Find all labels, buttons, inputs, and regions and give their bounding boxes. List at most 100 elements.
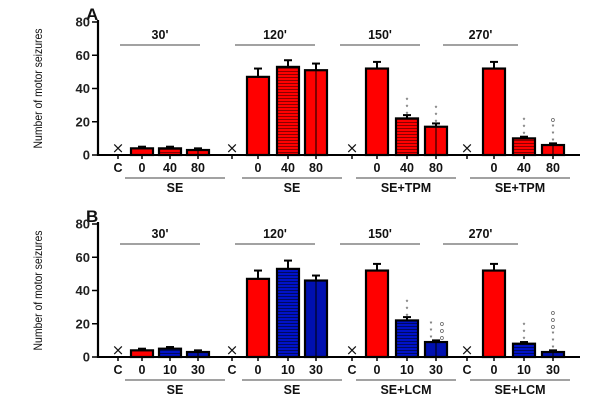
x-tick-label: 40 [281,161,295,175]
x-tick-label: 0 [374,161,381,175]
panel-b: B Number of motor seizures 0 20 40 60 80 30' × C 0… [31,207,580,397]
significance-star: * [435,113,438,120]
x-tick-label: C [347,363,356,377]
significance-star: * [406,299,409,306]
significance-star: * [430,321,433,328]
significance-circle: o [440,328,444,335]
significance-star: * [523,131,526,138]
significance-star: * [523,330,526,337]
y-tick-label: 60 [76,250,90,265]
x-tick-label: 40 [517,161,531,175]
time-label: 270' [469,28,493,42]
significance-star: * [552,331,555,338]
x-tick-label: C [113,363,122,377]
significance-star: * [435,120,438,127]
x-tick-label: 10 [400,363,414,377]
treatment-label: SE+LCM [380,383,431,397]
y-tick-label: 80 [76,15,90,30]
bar [481,67,507,157]
significance-circle: o [551,117,555,124]
bar [275,65,301,157]
x-tick-label: 0 [139,363,146,377]
x-tick-label: 30 [546,363,560,377]
significance-star: * [406,104,409,111]
time-label: 150' [368,28,392,42]
bar [394,319,420,359]
time-label: 30' [152,227,169,241]
control-x-marker: × [112,139,125,157]
significance-star: * [523,124,526,131]
treatment-label: SE+TPM [495,181,545,195]
x-tick-label: 30 [191,363,205,377]
x-tick-label: 80 [546,161,560,175]
bar [481,269,507,359]
significance-circle: o [551,317,555,324]
significance-star: * [552,338,555,345]
significance-star: * [430,335,433,342]
x-tick-label: 0 [255,161,262,175]
x-tick-label: 0 [491,363,498,377]
control-x-marker: × [226,139,239,157]
time-label: 30' [152,28,169,42]
bar [364,269,390,359]
x-tick-label: 40 [163,161,177,175]
y-axis-label: Number of motor seizures [31,29,45,149]
control-x-marker: × [461,139,474,157]
bar [511,137,537,157]
significance-circle: o [440,335,444,342]
control-x-marker: × [346,341,359,359]
time-label: 120' [263,28,287,42]
time-label: 150' [368,227,392,241]
bar [129,349,155,359]
x-tick-label: 80 [429,161,443,175]
bar [275,267,301,359]
y-tick-label: 20 [76,114,90,129]
significance-star: * [552,138,555,145]
x-tick-label: 30 [309,363,323,377]
x-tick-label: 30 [429,363,443,377]
bar [511,342,537,359]
bar [129,147,155,157]
x-tick-label: 0 [139,161,146,175]
bar [245,277,271,359]
time-label: 120' [263,227,287,241]
y-tick-label: 60 [76,48,90,63]
significance-star: * [406,306,409,313]
bar [364,67,390,157]
significance-star: * [552,131,555,138]
control-x-marker: × [461,341,474,359]
control-x-marker: × [226,341,239,359]
time-label: 270' [469,227,493,241]
y-tick-label: 80 [76,217,90,232]
y-tick-label: 40 [76,81,90,96]
significance-star: * [406,313,409,320]
significance-circle: o [551,310,555,317]
y-tick-label: 40 [76,283,90,298]
x-tick-label: 0 [491,161,498,175]
bar [157,347,183,359]
significance-star: * [523,117,526,124]
x-tick-label: C [462,363,471,377]
x-tick-label: 10 [281,363,295,377]
x-tick-label: 0 [255,363,262,377]
treatment-label: SE+TPM [381,181,431,195]
y-tick-label: 0 [83,350,90,365]
x-tick-label: C [227,363,236,377]
significance-star: * [523,337,526,344]
panel-label: A [86,5,98,24]
bar [157,147,183,157]
x-tick-label: 10 [517,363,531,377]
panel-label: B [86,207,98,226]
significance-circle: o [551,324,555,331]
bar [245,75,271,157]
treatment-label: SE+LCM [494,383,545,397]
x-tick-label: 80 [309,161,323,175]
treatment-label: SE [284,383,301,397]
treatment-label: SE [284,181,301,195]
significance-star: * [552,124,555,131]
treatment-label: SE [167,383,184,397]
y-axis-label: Number of motor seizures [31,231,45,351]
significance-star: * [406,111,409,118]
x-tick-label: 0 [374,363,381,377]
